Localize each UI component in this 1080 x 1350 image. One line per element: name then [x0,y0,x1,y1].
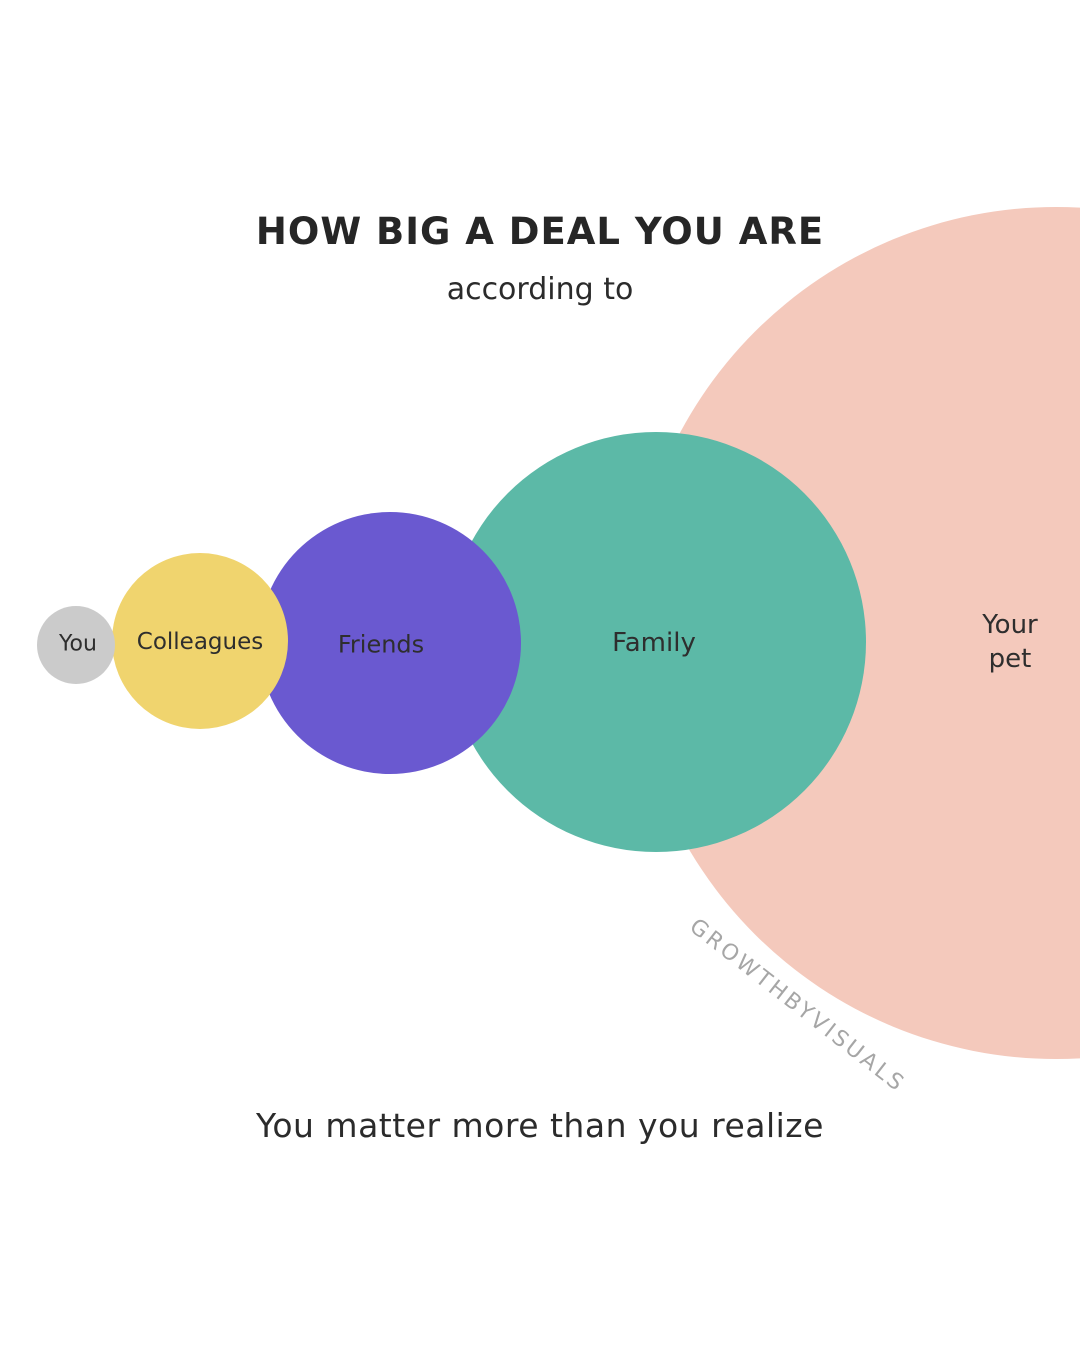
circle-label-you: You [59,631,97,657]
circle-you [37,606,115,684]
circle-label-friends: Friends [337,630,425,659]
circle-friends [259,512,521,774]
page-subtitle: according to [446,272,634,307]
circle-label-colleagues: Colleagues [136,629,264,656]
circle-label-family: Family [612,628,696,659]
bottom-caption: You matter more than you realize [256,1106,824,1145]
circle-colleagues [112,553,288,729]
circle-label-your-pet: Your pet [982,610,1038,674]
page-title: HOW BIG A DEAL YOU ARE [255,210,825,253]
